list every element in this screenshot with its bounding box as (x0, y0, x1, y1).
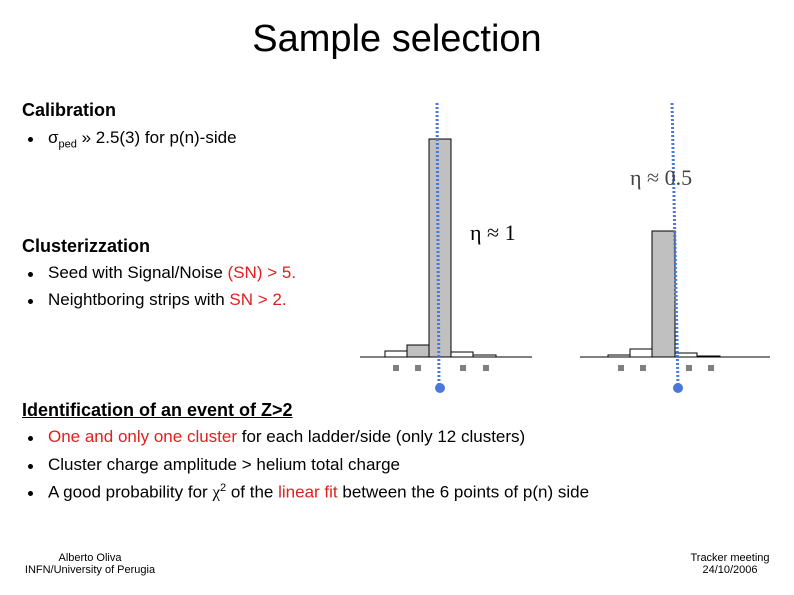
bullet: σped » 2.5(3) for p(n)-side (28, 128, 237, 151)
text: Neightboring strips with (48, 290, 230, 309)
bullet: Neightboring strips with SN > 2. (28, 290, 287, 310)
text: INFN/University of Perugia (24, 564, 156, 576)
title: Sample selection (252, 18, 542, 60)
text: (SN) > 5. (227, 263, 297, 282)
footer-author: Alberto Oliva INFN/University of Perugia (5, 552, 175, 576)
text: Tracker meeting (690, 552, 770, 564)
text: » 2.5(3) for p(n)-side (76, 128, 237, 147)
bullet: A good probability for χ2 of the linear … (27, 482, 590, 503)
text: ped (58, 138, 77, 151)
text: A good probability for (48, 482, 213, 502)
text: One and only one cluster (48, 427, 238, 446)
bullet: Cluster charge amplitude > helium total … (28, 455, 400, 475)
bullet: One and only one cluster for each ladder… (27, 427, 526, 447)
bullet: Seed with Signal/Noise (SN) > 5. (27, 263, 297, 283)
text: 24/10/2006 (702, 564, 758, 576)
text: of the (226, 482, 279, 502)
text: between the 6 points of p(n) side (337, 482, 590, 502)
text: linear fit (278, 482, 338, 502)
text: Cluster charge amplitude > helium total … (48, 455, 400, 474)
plot-label: η ≈ 1 (470, 220, 516, 245)
histogram-2 (580, 102, 770, 393)
text: for each ladder/side (only 12 clusters) (237, 427, 526, 446)
text: SN > 2. (229, 290, 287, 309)
heading: Clusterizzation (22, 236, 151, 256)
text: Seed with Signal/Noise (48, 263, 228, 282)
text: Alberto Oliva (58, 552, 122, 564)
footer-event: Tracker meeting 24/10/2006 (660, 552, 794, 576)
heading: Calibration (22, 100, 117, 120)
text: σ (48, 128, 59, 147)
text: 2 (220, 482, 227, 494)
plot-label: η ≈ 0.5 (630, 165, 692, 190)
heading: Identification of an event of Z>2 (22, 400, 293, 420)
text: χ (212, 482, 220, 502)
histogram-1 (360, 102, 532, 393)
